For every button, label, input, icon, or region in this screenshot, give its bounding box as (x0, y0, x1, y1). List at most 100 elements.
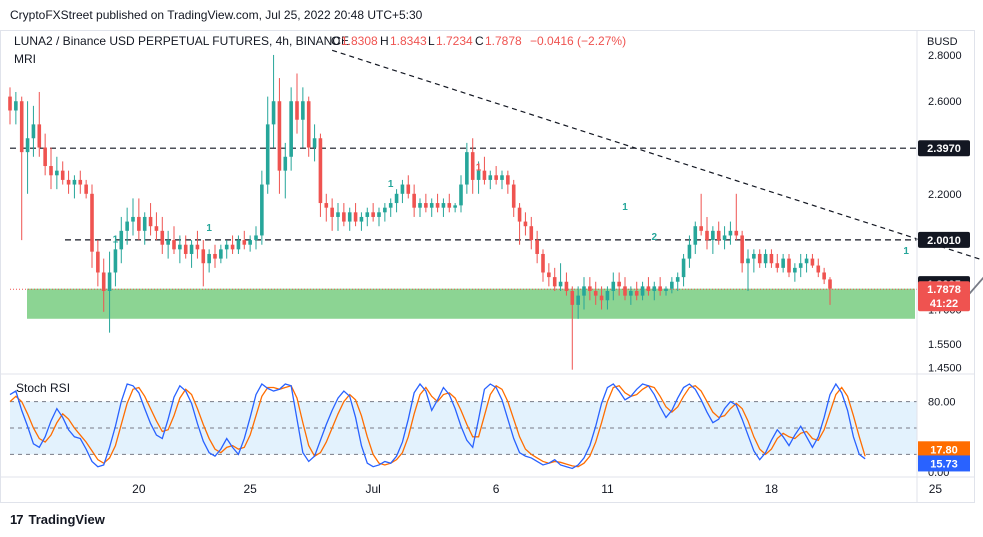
candle-body (160, 230, 165, 245)
candle-body (447, 203, 452, 208)
candle-body (365, 212, 370, 217)
candle-body (552, 277, 557, 287)
candle-body (324, 203, 329, 208)
price-tick-label: 2.6000 (928, 96, 962, 108)
last-price-tag-text: 41:22 (930, 298, 958, 310)
candle-body (260, 184, 264, 236)
candle-body (353, 212, 358, 222)
time-tick-label: 18 (765, 482, 779, 496)
ohlc-l-label: L (428, 34, 435, 48)
candle-body (453, 205, 457, 208)
chart-frame (0, 30, 975, 503)
candle-body (605, 291, 610, 301)
candle-body (705, 230, 709, 241)
candle-body (734, 230, 739, 236)
candle-body (570, 291, 575, 305)
candle-body (96, 251, 100, 273)
candle-body (810, 258, 815, 266)
publisher-header: CryptoFXStreet published on TradingView.… (10, 8, 423, 22)
candle-body (523, 221, 528, 227)
candle-body (107, 272, 112, 291)
candle-body (78, 179, 83, 185)
candle-body (230, 244, 235, 250)
ohlc-h-value: 1.8343 (390, 34, 427, 48)
candle-body (816, 265, 821, 273)
candle-body (576, 295, 580, 305)
candle-body (746, 258, 750, 264)
time-tick-label: Jul (365, 482, 380, 496)
candle-body (822, 272, 826, 280)
candle-body (195, 244, 200, 250)
indicator-label: MRI (14, 52, 36, 66)
candle-body (541, 253, 545, 273)
stoch-k-tag-bg (918, 455, 970, 472)
candle-body (400, 184, 405, 194)
candle-body (716, 230, 721, 241)
candle-body (623, 286, 627, 296)
candle-body (342, 212, 346, 222)
candle-body (189, 244, 194, 254)
candle-body (793, 267, 797, 273)
descending-trendline (331, 49, 983, 261)
candle-body (629, 291, 633, 296)
stoch-k-tag-text: 15.73 (930, 458, 958, 470)
stoch-d-line (9, 384, 866, 468)
tradingview-logo-icon: 17 (10, 512, 24, 527)
signal-marker: 1 (388, 179, 394, 190)
candle-body (435, 203, 440, 208)
candle-body (154, 226, 159, 231)
tradingview-footer[interactable]: 17 TradingView (10, 512, 105, 527)
candle-body (377, 212, 381, 217)
candle-body (183, 244, 188, 254)
candle-body (582, 286, 586, 296)
candle-body (224, 244, 229, 250)
candle-body (394, 193, 399, 204)
candle-body (804, 258, 809, 264)
candle-body (113, 249, 118, 273)
candle-body (506, 175, 510, 185)
candle-body (31, 124, 36, 139)
stoch-d-tag-text: 17.80 (930, 444, 958, 456)
signal-marker: 1 (113, 234, 119, 245)
candle-body (119, 230, 124, 250)
candle-body (25, 138, 30, 153)
level-price-tag-text: 2.3970 (927, 143, 961, 155)
candle-body (295, 101, 299, 120)
candle-body (306, 101, 311, 148)
candle-body (172, 240, 176, 250)
candle-body (60, 170, 65, 180)
symbol-name: LUNA2 / Binance USD PERPETUAL FUTURES, 4… (14, 34, 349, 48)
level-price-tag-bg (918, 231, 970, 248)
candle-body (72, 179, 77, 185)
candle-body (465, 152, 469, 185)
stoch-rsi-layer (9, 382, 917, 470)
candle-body (535, 240, 539, 254)
candle-body (634, 291, 639, 296)
candle-body (318, 138, 323, 204)
candle-body (517, 207, 522, 222)
candle-body (371, 212, 375, 217)
candle-body (588, 286, 592, 291)
candle-body (406, 184, 411, 194)
candle-body (740, 235, 744, 264)
candle-body (547, 272, 551, 278)
candle-body (90, 193, 94, 252)
price-tick-label: 2.2000 (928, 189, 962, 201)
candle-body (617, 281, 621, 287)
candle-body (142, 216, 147, 231)
candle-body (66, 179, 71, 185)
candle-body (330, 207, 334, 217)
ohlc-change: −0.0416 (−2.27%) (530, 34, 626, 48)
ohlc-o-label: O (331, 34, 340, 48)
candle-body (248, 240, 252, 245)
candle-body (283, 156, 288, 171)
candle-body (681, 258, 686, 278)
time-tick-label: 20 (132, 482, 146, 496)
candle-body (728, 230, 733, 236)
price-tick-label: 1.5500 (928, 339, 962, 351)
ohlc-o-value: 1.8308 (341, 34, 378, 48)
candle-body (43, 147, 47, 167)
price-tick-label: 1.4500 (928, 362, 962, 374)
candle-body (687, 244, 692, 259)
